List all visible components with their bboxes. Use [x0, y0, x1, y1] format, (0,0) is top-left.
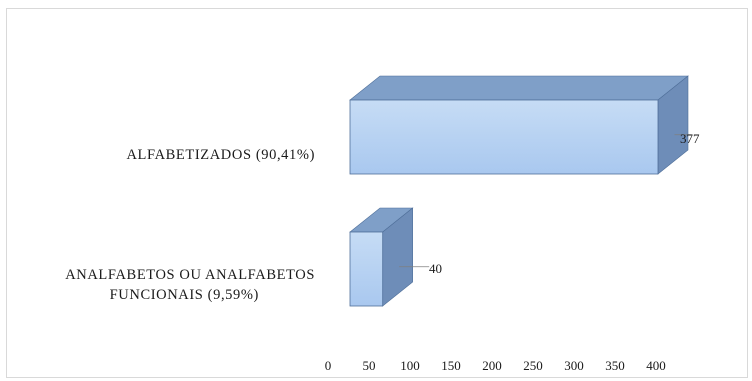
- tick-label: 0: [325, 358, 332, 373]
- tick-label: 150: [441, 358, 461, 373]
- tick-label: 250: [523, 358, 543, 373]
- category-label-alfabetizados: ALFABETIZADOS (90,41%): [126, 147, 315, 163]
- data-label-analfabetos: 40: [429, 261, 442, 276]
- bar-top-face-alfabetizados: [349, 75, 689, 101]
- category-label-analfabetos-line1: ANALFABETOS OU ANALFABETOS: [65, 267, 315, 283]
- bars-layer: [349, 75, 692, 307]
- bar-alfabetizados: [349, 99, 659, 175]
- tick-label: 50: [363, 358, 376, 373]
- bar-chart: ALFABETIZADOS (90,41%) ANALFABETOS OU AN…: [65, 75, 700, 373]
- tick-label: 400: [646, 358, 666, 373]
- tick-label: 200: [482, 358, 502, 373]
- tick-label: 350: [605, 358, 625, 373]
- x-axis-ticks: 0 50 100 150 200 250 300 350 400: [325, 358, 666, 373]
- bar-analfabetos: [349, 231, 384, 307]
- category-label-analfabetos-line2: FUNCIONAIS (9,59%): [110, 287, 259, 303]
- tick-label: 300: [564, 358, 584, 373]
- tick-label: 100: [400, 358, 420, 373]
- chart-frame: ALFABETIZADOS (90,41%) ANALFABETOS OU AN…: [6, 8, 748, 378]
- data-label-alfabetizados: 377: [680, 131, 700, 146]
